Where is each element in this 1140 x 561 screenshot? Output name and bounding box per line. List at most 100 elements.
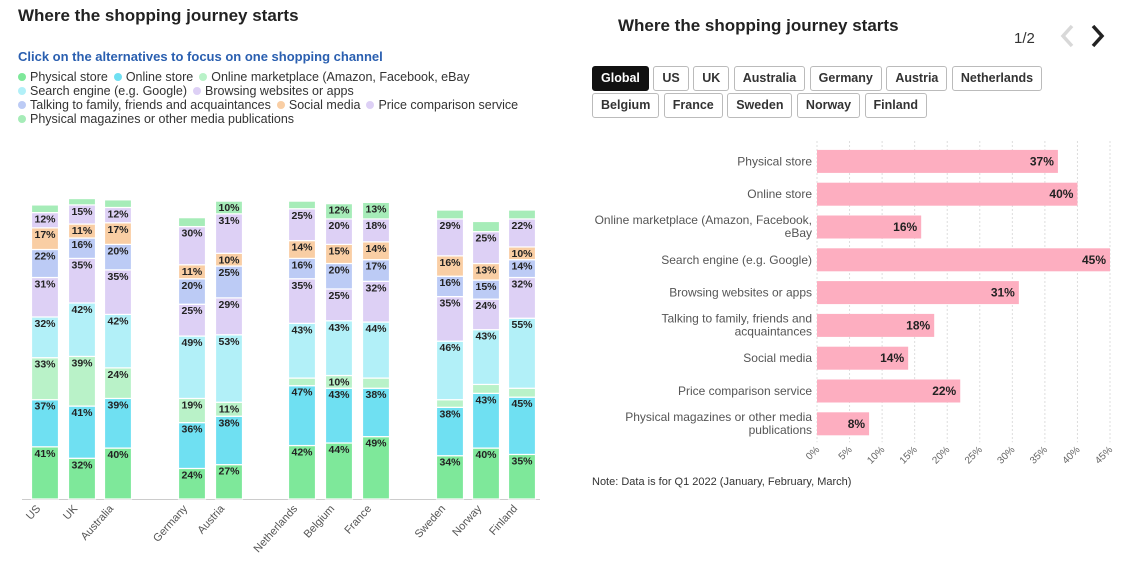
stack-segment[interactable]	[507, 276, 537, 319]
stack-segment[interactable]	[177, 217, 207, 228]
stack-segment[interactable]	[507, 209, 537, 220]
stack-segment[interactable]	[30, 276, 60, 318]
tab-us[interactable]: US	[653, 66, 689, 91]
tab-germany[interactable]: Germany	[809, 66, 882, 91]
legend-item[interactable]: Online store	[113, 70, 193, 84]
stack-segment[interactable]	[30, 204, 60, 214]
stack-segment[interactable]	[30, 446, 60, 500]
stack-segment[interactable]	[67, 257, 97, 304]
segment-label: 15%	[475, 281, 497, 293]
tab-belgium[interactable]: Belgium	[592, 93, 660, 118]
stack-segment[interactable]	[435, 209, 465, 220]
chevron-left-icon[interactable]	[1056, 22, 1080, 50]
segment-label: 53%	[218, 336, 240, 348]
legend-item[interactable]: Online marketplace (Amazon, Facebook, eB…	[199, 70, 470, 84]
legend-item[interactable]: Browsing websites or apps	[193, 84, 354, 98]
stack-segment[interactable]	[324, 218, 354, 246]
stack-segment[interactable]	[103, 313, 133, 369]
legend-item[interactable]: Talking to family, friends and acquainta…	[18, 98, 271, 112]
bar[interactable]	[817, 346, 909, 370]
legend-dot-icon	[18, 87, 26, 95]
stack-segment[interactable]	[103, 199, 133, 209]
stack-segment[interactable]	[67, 197, 97, 206]
stack-segment[interactable]	[103, 447, 133, 500]
stack-segment[interactable]	[361, 377, 391, 389]
stack-segment[interactable]	[287, 444, 317, 500]
stack-segment[interactable]	[30, 399, 60, 448]
bar[interactable]	[817, 379, 961, 403]
bar[interactable]	[817, 412, 870, 436]
stack-segment[interactable]	[471, 298, 501, 331]
stack-segment[interactable]	[67, 355, 97, 407]
stack-segment[interactable]	[435, 399, 465, 408]
stack-segment[interactable]	[361, 436, 391, 500]
stack-segment[interactable]	[471, 383, 501, 394]
tab-norway[interactable]: Norway	[796, 93, 861, 118]
stack-segment[interactable]	[214, 297, 244, 336]
stack-segment[interactable]	[507, 453, 537, 500]
chevron-right-icon[interactable]	[1085, 22, 1109, 50]
bar[interactable]	[817, 182, 1078, 206]
stack-segment[interactable]	[361, 201, 391, 220]
legend-item[interactable]: Social media	[276, 98, 360, 112]
stack-segment[interactable]	[471, 392, 501, 449]
tab-austria[interactable]: Austria	[886, 66, 948, 91]
tab-france[interactable]: France	[663, 93, 723, 118]
stack-segment[interactable]	[214, 200, 244, 215]
bar[interactable]	[817, 248, 1110, 272]
stack-segment[interactable]	[507, 387, 537, 398]
tab-uk[interactable]: UK	[693, 66, 730, 91]
stack-segment[interactable]	[103, 243, 133, 271]
stack-segment[interactable]	[177, 467, 207, 500]
bar[interactable]	[817, 215, 922, 239]
stack-segment[interactable]	[67, 405, 97, 459]
stack-segment[interactable]	[177, 422, 207, 470]
legend-item[interactable]: Physical magazines or other media public…	[18, 112, 294, 126]
stack-segment[interactable]	[471, 231, 501, 265]
stack-segment[interactable]	[103, 397, 133, 449]
stack-segment[interactable]	[507, 317, 537, 389]
tab-sweden[interactable]: Sweden	[727, 93, 793, 118]
bar[interactable]	[817, 281, 1019, 305]
bar[interactable]	[817, 149, 1058, 173]
stack-segment[interactable]	[361, 321, 391, 379]
stack-segment[interactable]	[507, 396, 537, 456]
stack-segment[interactable]	[214, 334, 244, 403]
legend-item[interactable]: Search engine (e.g. Google)	[18, 84, 187, 98]
tab-australia[interactable]: Australia	[733, 66, 806, 91]
stack-segment[interactable]	[324, 203, 354, 220]
stack-segment[interactable]	[324, 262, 354, 290]
stack-segment[interactable]	[214, 213, 244, 254]
stack-segment[interactable]	[471, 220, 501, 233]
legend-item[interactable]: Physical store	[18, 70, 108, 84]
stack-segment[interactable]	[177, 303, 207, 337]
stack-segment[interactable]	[287, 385, 317, 447]
stack-segment[interactable]	[214, 415, 244, 466]
stack-segment[interactable]	[287, 278, 317, 324]
stack-segment[interactable]	[361, 387, 391, 438]
stack-segment[interactable]	[30, 248, 60, 279]
stack-segment[interactable]	[30, 316, 60, 359]
tab-finland[interactable]: Finland	[864, 93, 927, 118]
bar[interactable]	[817, 313, 935, 337]
stack-segment[interactable]	[324, 288, 354, 322]
stack-segment[interactable]	[103, 269, 133, 316]
legend-item[interactable]: Price comparison service	[366, 98, 518, 112]
stack-segment[interactable]	[507, 218, 537, 248]
stack-segment[interactable]	[435, 406, 465, 457]
stack-segment[interactable]	[67, 457, 97, 500]
stack-segment[interactable]	[177, 335, 207, 400]
segment-label: 10%	[328, 377, 350, 389]
stack-segment[interactable]	[103, 367, 133, 400]
stack-segment[interactable]	[324, 320, 354, 377]
stack-segment[interactable]	[67, 302, 97, 358]
stack-segment[interactable]	[324, 387, 354, 444]
tab-netherlands[interactable]: Netherlands	[951, 66, 1043, 91]
stack-segment[interactable]	[287, 200, 317, 210]
segment-label: 42%	[107, 315, 129, 327]
tab-global[interactable]: Global	[592, 66, 649, 91]
stack-segment[interactable]	[435, 218, 465, 257]
stack-segment[interactable]	[287, 377, 317, 387]
stack-segment[interactable]	[214, 464, 244, 500]
stack-segment[interactable]	[287, 208, 317, 242]
